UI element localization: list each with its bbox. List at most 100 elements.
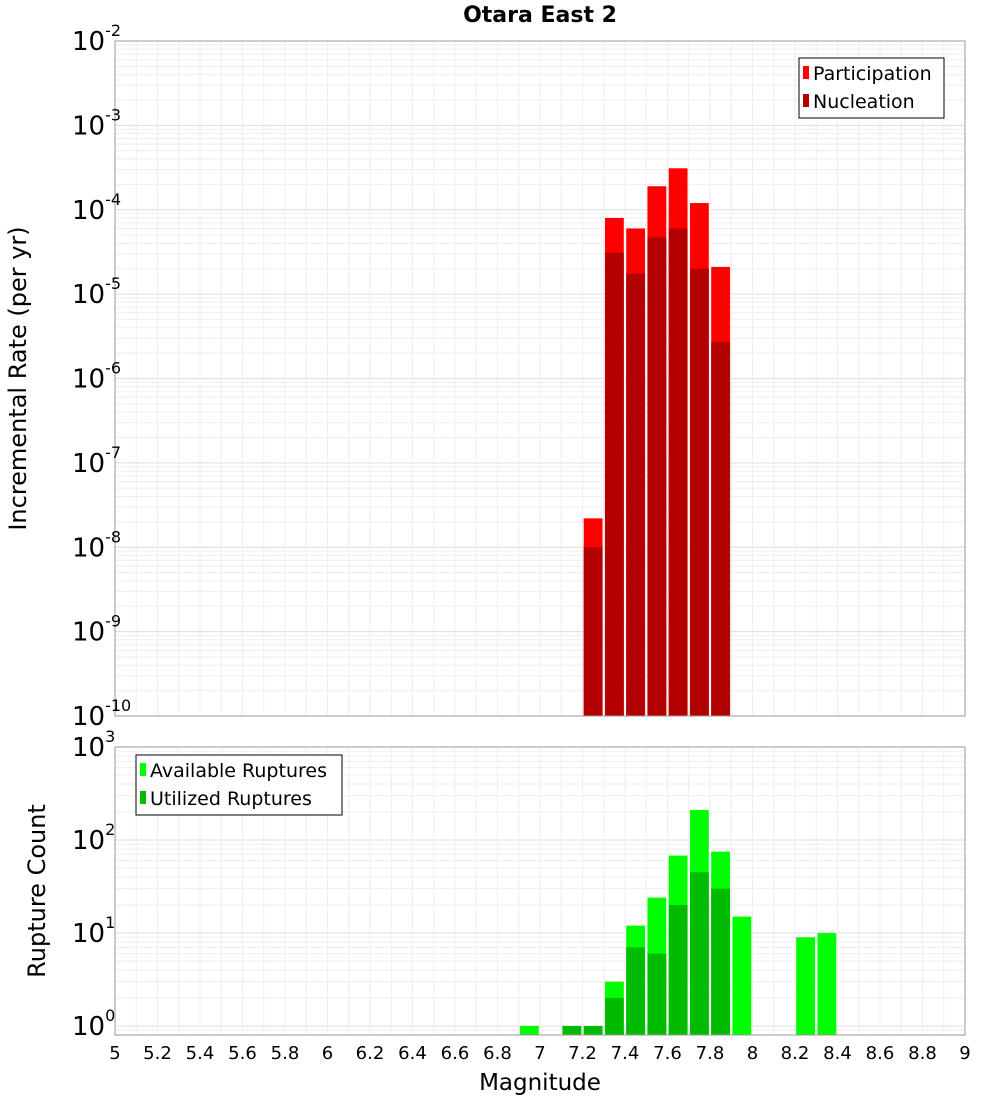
plot-frame: [114, 40, 966, 717]
y-tick-base: 10: [72, 733, 105, 763]
y-tick-base: 10: [72, 27, 105, 57]
x-tick-label: 7.4: [611, 1043, 640, 1064]
legend-label: Nucleation: [813, 91, 915, 113]
y-tick-exponent: -9: [105, 612, 121, 631]
x-tick-label: 8.8: [908, 1043, 937, 1064]
panel-0: 10-210-310-410-510-610-710-810-910-10Inc…: [4, 3, 966, 732]
bar: [689, 872, 709, 1035]
bar: [626, 273, 646, 716]
y-axis-label: Rupture Count: [23, 804, 51, 978]
x-tick-label: 6.6: [441, 1043, 470, 1064]
bar: [796, 937, 816, 1035]
y-tick-label: 102: [72, 820, 115, 856]
legend-box: [135, 754, 343, 816]
y-tick-exponent: -2: [105, 21, 121, 40]
y-tick-labels: 10-210-310-410-510-610-710-810-910-10: [72, 21, 131, 732]
bar: [604, 997, 624, 1035]
x-axis-label: Magnitude: [479, 1070, 601, 1096]
y-tick-exponent: -10: [105, 696, 131, 715]
bar: [689, 268, 709, 716]
y-tick-exponent: 3: [105, 727, 115, 746]
y-tick-label: 10-9: [72, 612, 121, 648]
legend-box: [798, 57, 945, 119]
y-tick-base: 10: [72, 196, 105, 226]
bar: [668, 904, 688, 1035]
x-tick-label: 8: [747, 1043, 758, 1064]
legend-swatch: [803, 94, 809, 107]
y-tick-exponent: -6: [105, 359, 121, 378]
x-tick-label: 7.2: [568, 1043, 597, 1064]
y-tick-label: 10-10: [72, 696, 131, 732]
bar: [583, 1025, 603, 1035]
x-tick-label: 8.2: [781, 1043, 810, 1064]
legend-label: Participation: [813, 63, 932, 85]
x-tick-label: 6.4: [398, 1043, 427, 1064]
y-tick-exponent: -7: [105, 443, 121, 462]
bar: [711, 888, 731, 1035]
x-tick-label: 6.8: [483, 1043, 512, 1064]
x-tick-label: 7.8: [696, 1043, 725, 1064]
x-tick-label: 7: [534, 1043, 545, 1064]
y-tick-base: 10: [72, 919, 105, 949]
x-tick-label: 5.6: [228, 1043, 257, 1064]
x-tick-label: 5: [109, 1043, 120, 1064]
x-tick-label: 6: [322, 1043, 333, 1064]
y-tick-label: 10-7: [72, 443, 121, 479]
y-tick-label: 10-8: [72, 527, 121, 563]
y-tick-base: 10: [72, 365, 105, 395]
bar: [519, 1025, 539, 1035]
x-tick-label: 5.2: [143, 1043, 172, 1064]
y-tick-base: 10: [72, 533, 105, 563]
y-tick-exponent: -3: [105, 105, 121, 124]
y-tick-exponent: 2: [105, 820, 115, 839]
legend-label: Utilized Ruptures: [150, 788, 312, 810]
y-tick-exponent: -5: [105, 274, 121, 293]
y-tick-base: 10: [72, 280, 105, 310]
y-tick-exponent: 1: [105, 913, 115, 932]
y-tick-exponent: -8: [105, 527, 121, 546]
x-tick-label: 9: [959, 1043, 970, 1064]
series-2: [562, 872, 731, 1035]
y-tick-label: 10-3: [72, 105, 121, 141]
y-tick-exponent: 0: [105, 1006, 115, 1025]
y-tick-base: 10: [72, 111, 105, 141]
y-tick-exponent: -4: [105, 190, 121, 209]
bar: [732, 916, 752, 1035]
gridlines: [114, 40, 966, 717]
bar: [668, 228, 688, 716]
y-tick-label: 100: [72, 1006, 115, 1042]
y-tick-base: 10: [72, 702, 105, 732]
y-tick-label: 10-6: [72, 359, 121, 395]
bar: [647, 237, 667, 716]
chart-title: Otara East 2: [463, 3, 617, 28]
x-tick-label: 5.8: [271, 1043, 300, 1064]
y-tick-label: 10-4: [72, 190, 121, 226]
y-tick-label: 101: [72, 913, 115, 949]
legend: Participation Nucleation: [798, 57, 945, 119]
bar: [583, 547, 603, 716]
legend-swatch: [140, 791, 146, 804]
legend-swatch: [140, 763, 146, 776]
y-tick-label: 10-5: [72, 274, 121, 310]
bar: [604, 252, 624, 716]
bar: [711, 342, 731, 716]
x-tick-labels: 5 5.2 5.4 5.6 5.8 6 6.2 6.4 6.6 6.8 7 7.2 7.4 7.6 7.8 8…: [109, 1043, 970, 1064]
legend-swatch: [803, 66, 809, 79]
bar: [647, 953, 667, 1035]
x-tick-label: 6.2: [356, 1043, 385, 1064]
y-tick-label: 10-2: [72, 21, 121, 57]
x-tick-label: 5.4: [186, 1043, 215, 1064]
plot-frame: [114, 746, 966, 1036]
gridlines: [114, 746, 966, 1036]
y-tick-label: 103: [72, 727, 115, 763]
y-tick-base: 10: [72, 826, 105, 856]
legend: Available Ruptures Utilized Ruptures: [135, 754, 343, 816]
legend-label: Available Ruptures: [150, 760, 327, 782]
bar: [562, 1025, 582, 1035]
y-tick-base: 10: [72, 618, 105, 648]
x-tick-label: 8.6: [866, 1043, 895, 1064]
